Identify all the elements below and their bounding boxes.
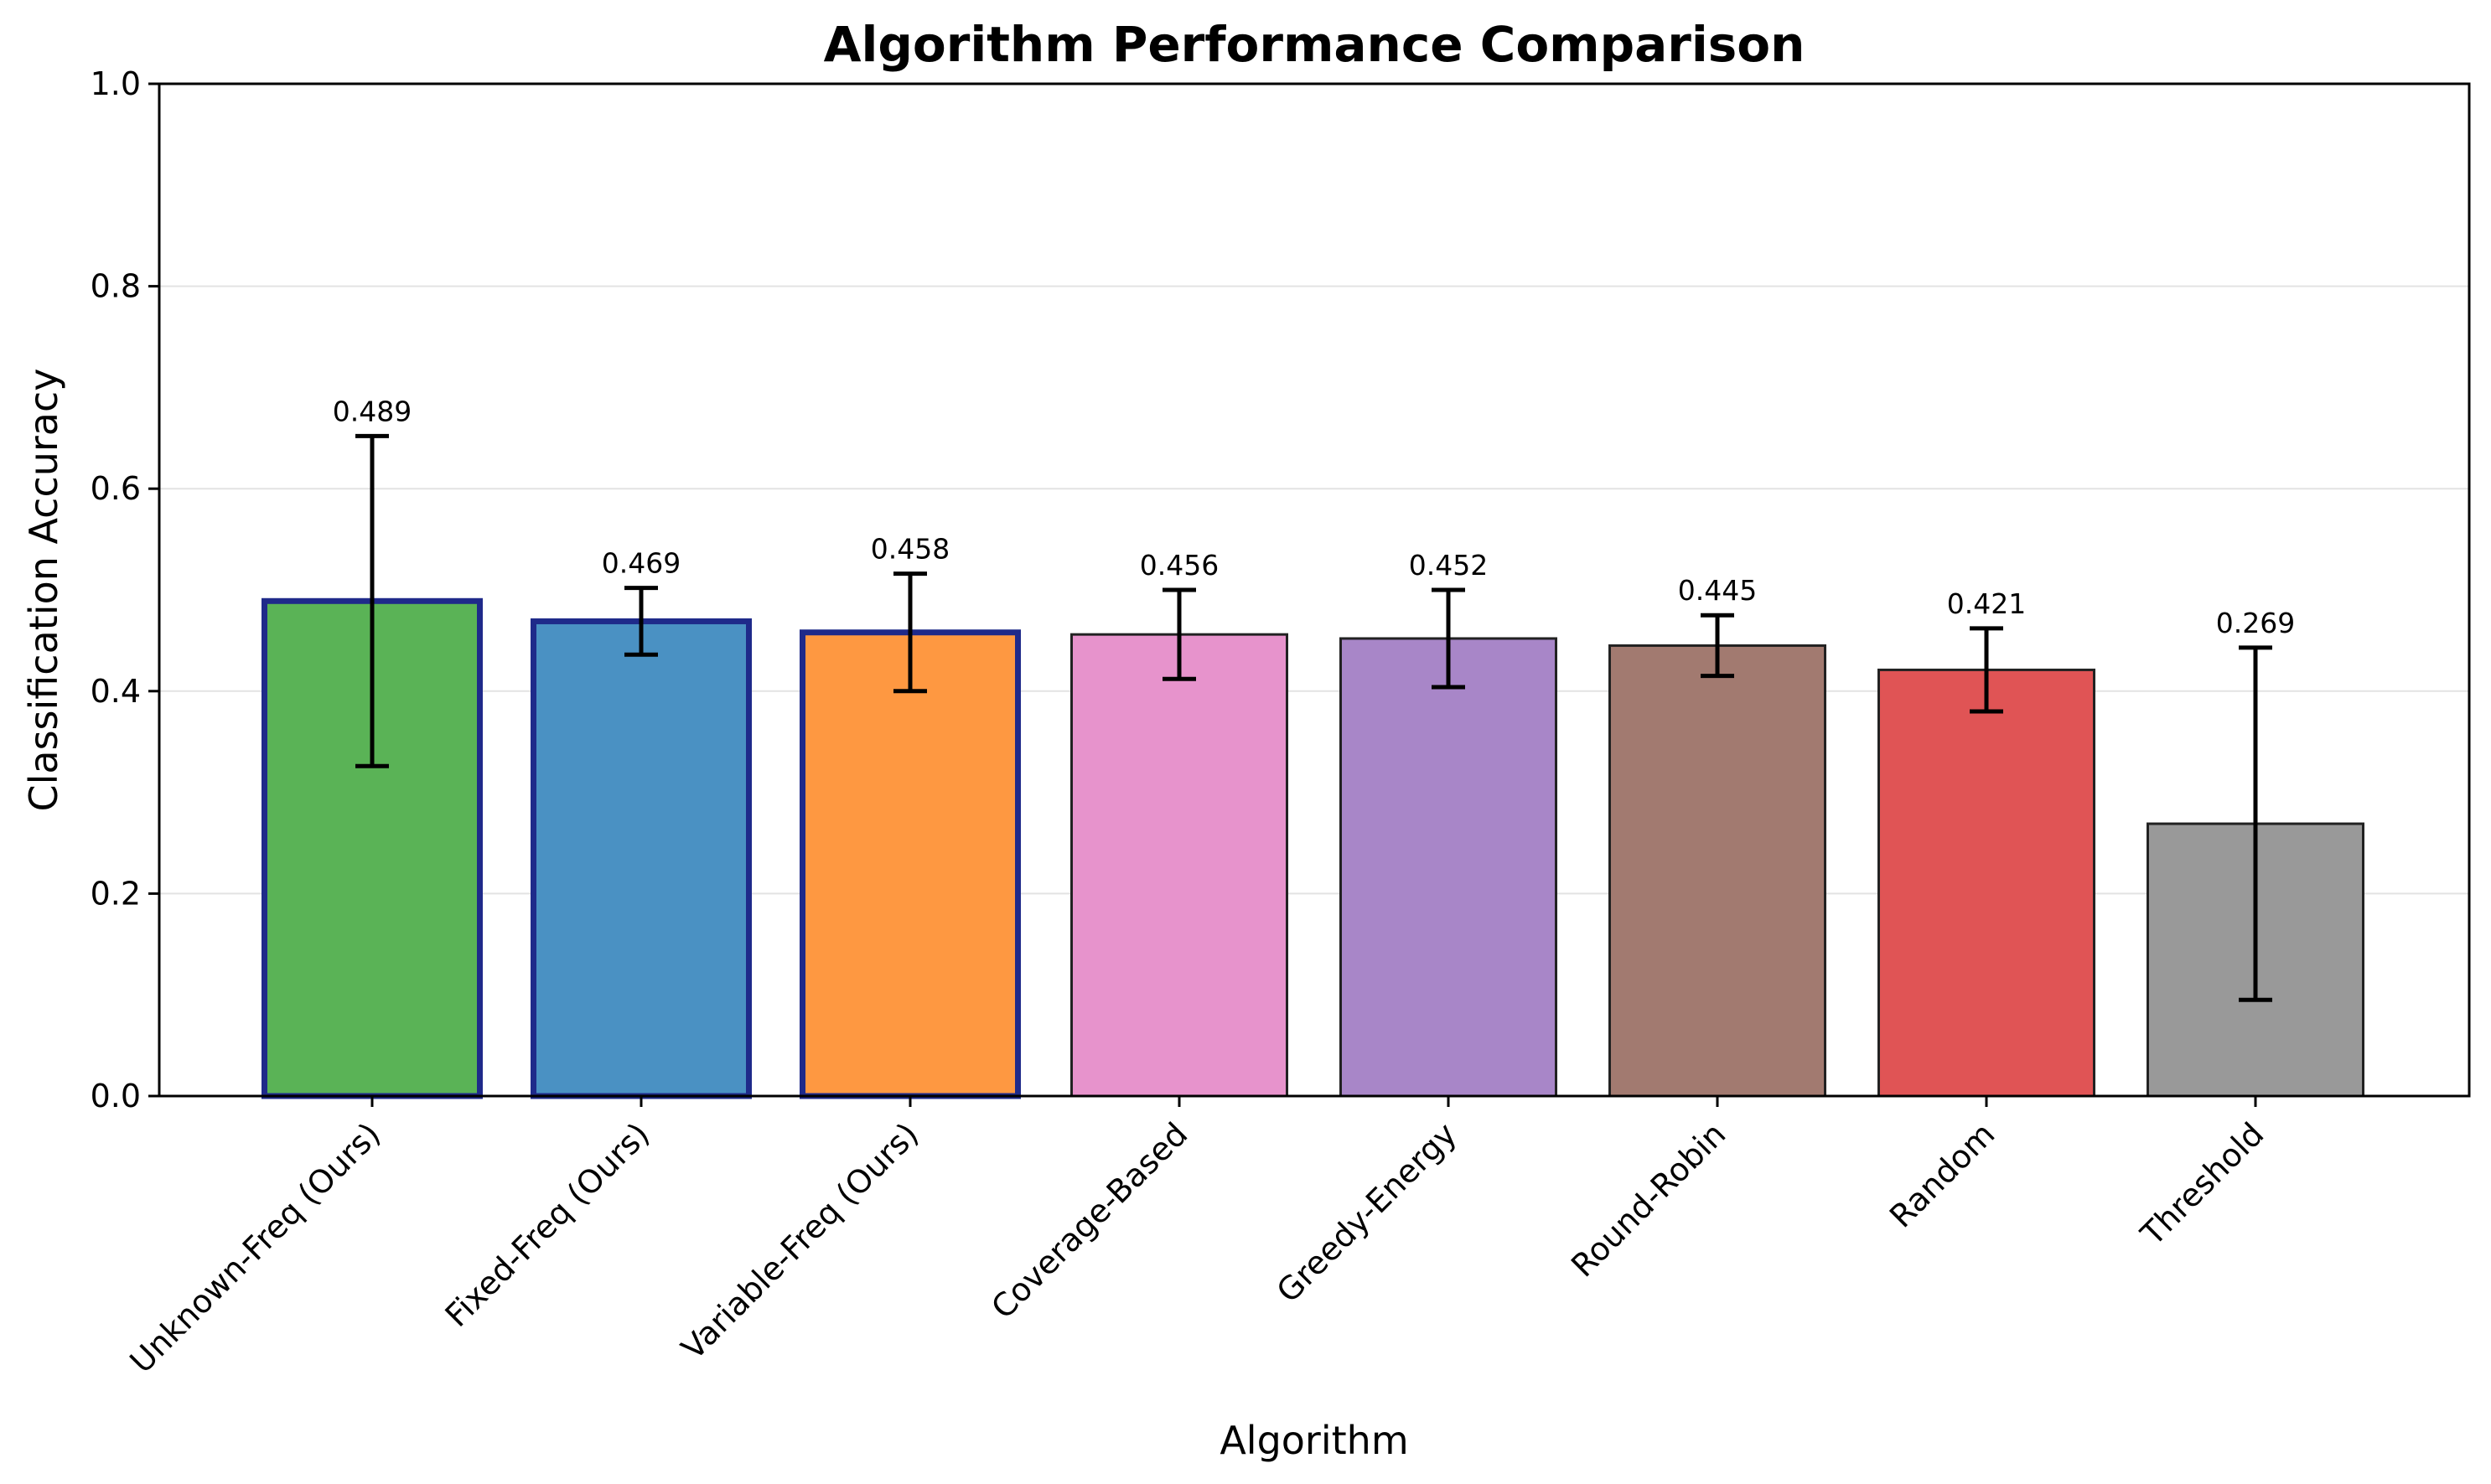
bar (531, 618, 752, 1099)
data-label: 0.445 (1678, 574, 1757, 607)
gridlines (159, 285, 2469, 895)
y-axis-ticks: 0.0 0.2 0.4 0.6 0.8 1.0 (91, 65, 159, 1114)
x-tick-label: Random (1882, 1115, 2002, 1234)
bar (1608, 644, 1826, 1098)
x-tick-label: Variable-Freq (Ours) (674, 1115, 925, 1367)
data-label: 0.452 (1409, 549, 1488, 582)
data-labels: 0.489 0.469 0.458 0.456 0.452 0.445 0.421 0.269 (333, 395, 2295, 639)
y-axis-label: Classification Accuracy (21, 369, 66, 812)
data-label: 0.269 (2216, 607, 2295, 639)
y-tick-label: 1.0 (91, 65, 141, 102)
y-tick-label: 0.2 (91, 875, 141, 912)
chart-title: Algorithm Performance Comparison (824, 16, 1805, 73)
x-tick-label: Coverage-Based (984, 1115, 1194, 1326)
plot-frame (158, 82, 2471, 1098)
data-label: 0.469 (602, 547, 681, 580)
x-axis-label: Algorithm (1220, 1418, 1408, 1463)
y-tick-label: 0.4 (91, 673, 141, 710)
y-tick-label: 0.0 (91, 1078, 141, 1114)
y-tick-label: 0.8 (91, 268, 141, 305)
bar (1070, 633, 1288, 1098)
x-tick-label: Unknown-Freq (Ours) (123, 1115, 388, 1380)
bars (262, 597, 2364, 1099)
data-label: 0.421 (1947, 587, 2026, 620)
error-bars (355, 433, 2272, 1002)
x-tick-label: Round-Robin (1564, 1115, 1732, 1284)
bar (1339, 637, 1557, 1098)
x-tick-label: Fixed-Freq (Ours) (438, 1115, 657, 1334)
data-label: 0.456 (1140, 549, 1219, 582)
bar (800, 629, 1021, 1099)
data-label: 0.489 (333, 395, 412, 427)
bar (1877, 668, 2095, 1098)
x-tick-label: Threshold (2133, 1115, 2271, 1253)
x-axis-ticks: Unknown-Freq (Ours) Fixed-Freq (Ours) Vari… (123, 1096, 2271, 1380)
data-label: 0.458 (871, 533, 950, 566)
x-tick-label: Greedy-Energy (1270, 1115, 1464, 1310)
y-tick-label: 0.6 (91, 470, 141, 507)
